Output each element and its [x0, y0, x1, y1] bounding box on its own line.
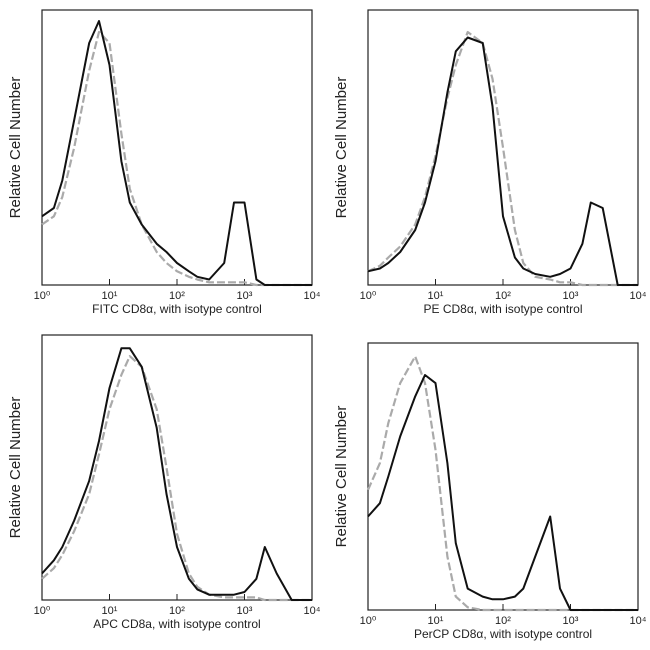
y-axis-label: Relative Cell Number — [7, 397, 24, 539]
plot-frame — [367, 342, 639, 611]
x-tick-label: 10⁴ — [630, 290, 647, 302]
histogram-line — [41, 355, 312, 602]
x-tick-label: 10¹ — [102, 290, 118, 302]
x-tick-label: 10⁰ — [360, 615, 377, 627]
x-tick-label: 10⁰ — [360, 290, 377, 302]
x-tick-label: 10³ — [563, 615, 579, 627]
x-tick-label: 10¹ — [428, 615, 444, 627]
histogram-line — [41, 30, 312, 287]
x-tick-label: 10² — [169, 605, 185, 617]
x-tick-label: 10³ — [237, 290, 253, 302]
y-axis-label: Relative Cell Number — [7, 77, 24, 219]
x-axis-label: PE CD8α, with isotype control — [424, 302, 583, 316]
x-tick-label: 10² — [169, 290, 185, 302]
x-tick-label: 10³ — [237, 605, 253, 617]
x-tick-label: 10³ — [563, 290, 579, 302]
x-tick-label: 10⁴ — [630, 615, 647, 627]
histogram-line — [366, 355, 638, 612]
x-tick-label: 10⁴ — [304, 290, 321, 302]
x-axis-label: FITC CD8α, with isotype control — [92, 302, 262, 316]
histogram-line — [41, 347, 312, 601]
x-axis-label: APC CD8a, with isotype control — [93, 617, 260, 631]
histogram-line — [367, 36, 638, 286]
histogram-line — [367, 374, 638, 611]
x-tick-label: 10² — [495, 615, 511, 627]
x-tick-label: 10¹ — [428, 290, 444, 302]
x-tick-label: 10⁰ — [34, 605, 51, 617]
plot-frame — [41, 9, 313, 286]
x-tick-label: 10² — [495, 290, 511, 302]
x-tick-label: 10¹ — [102, 605, 118, 617]
x-tick-label: 10⁰ — [34, 290, 51, 302]
x-axis-label: PerCP CD8α, with isotype control — [414, 627, 592, 641]
x-tick-label: 10⁴ — [304, 605, 321, 617]
y-axis-label: Relative Cell Number — [333, 406, 350, 548]
histogram-line — [367, 30, 638, 287]
y-axis-label: Relative Cell Number — [333, 77, 350, 219]
histogram-line — [41, 20, 312, 286]
